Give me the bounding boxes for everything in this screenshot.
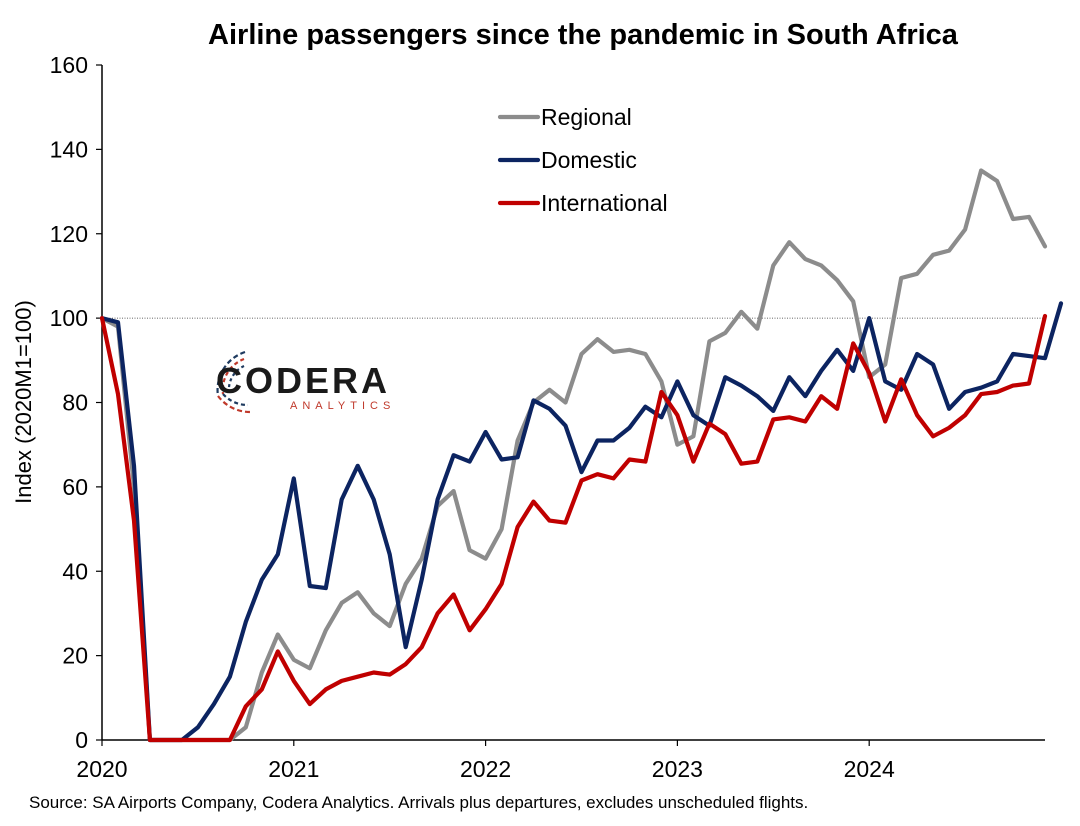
- x-tick-label: 2021: [268, 756, 319, 782]
- series-line-international: [99, 313, 1048, 743]
- x-tick-label: 2024: [844, 756, 895, 782]
- y-axis-ticks: 0 20 40 60 80 100 120 140 160: [50, 52, 102, 753]
- y-tick-label: 100: [50, 305, 88, 331]
- y-axis-label: Index (2020M1=100): [11, 300, 36, 504]
- codera-logo: CODERA ANALYTICS: [216, 350, 395, 414]
- y-tick-label: 60: [62, 474, 88, 500]
- x-tick-label: 2022: [460, 756, 511, 782]
- y-tick-label: 40: [62, 558, 88, 584]
- legend-label-regional: Regional: [541, 104, 632, 130]
- x-axis-ticks: 2020 2021 2022 2023 2024: [76, 740, 895, 782]
- x-tick-label: 2023: [652, 756, 703, 782]
- logo-wordmark: CODERA: [216, 360, 390, 401]
- legend-label-domestic: Domestic: [541, 147, 637, 173]
- logo-arc-icon: [216, 350, 251, 414]
- legend-label-international: International: [541, 190, 668, 216]
- series-line-regional: [99, 168, 1048, 743]
- y-tick-label: 120: [50, 221, 88, 247]
- series-layer: [99, 168, 1064, 743]
- y-tick-label: 0: [75, 727, 88, 753]
- y-tick-label: 80: [62, 390, 88, 416]
- legend: Regional Domestic International: [497, 104, 668, 216]
- chart-title: Airline passengers since the pandemic in…: [208, 19, 959, 51]
- x-tick-label: 2020: [76, 756, 127, 782]
- y-tick-label: 160: [50, 52, 88, 78]
- y-tick-label: 20: [62, 643, 88, 669]
- y-tick-label: 140: [50, 136, 88, 162]
- logo-subtitle: ANALYTICS: [290, 400, 395, 412]
- source-note: Source: SA Airports Company, Codera Anal…: [29, 793, 808, 812]
- series-line-domestic: [99, 301, 1064, 743]
